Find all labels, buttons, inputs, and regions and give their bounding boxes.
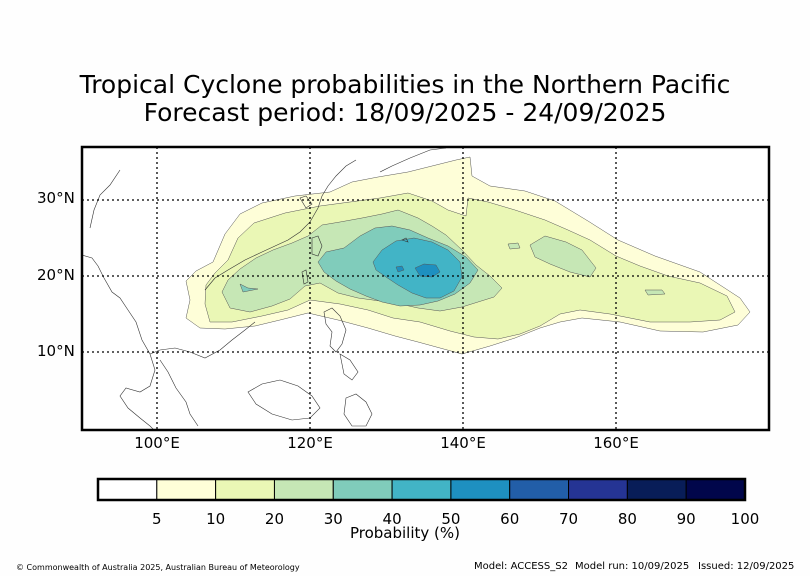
model-run-date: Model run: 10/09/2025 [575, 561, 690, 572]
colorbar-swatch [509, 478, 570, 501]
colorbar-swatch [332, 478, 393, 501]
lat-tick-label: 30°N [37, 189, 75, 207]
lon-tick-label: 140°E [440, 434, 486, 452]
lat-tick-label: 20°N [37, 266, 75, 284]
colorbar-tick-label: 100 [730, 510, 760, 528]
colorbar-tick-label: 90 [676, 510, 696, 528]
colorbar-swatch [156, 478, 217, 501]
colorbar-swatch [450, 478, 511, 501]
contour-20-percent-east [529, 235, 597, 278]
colorbar-tick-label: 20 [264, 510, 284, 528]
colorbar-tick-label: 5 [152, 510, 162, 528]
chart-title-line-2: Forecast period: 18/09/2025 - 24/09/2025 [143, 98, 667, 127]
copyright-notice: © Commonwealth of Australia 2025, Austra… [16, 563, 300, 572]
colorbar-tick-label: 50 [441, 510, 461, 528]
colorbar-tick-label: 40 [382, 510, 402, 528]
colorbar-swatch [626, 478, 687, 501]
contour-50-percent [414, 263, 441, 278]
map-frame [80, 145, 771, 432]
contour-50-percent-small [395, 265, 405, 273]
lon-tick-label: 160°E [593, 434, 639, 452]
issued-date: Issued: 12/09/2025 [698, 561, 795, 572]
contour-20-percent-islet-2 [644, 289, 666, 296]
lon-tick-label: 120°E [287, 434, 333, 452]
colorbar-title: Probability (%) [349, 524, 461, 542]
model-name: Model: ACCESS_S2 [474, 561, 568, 572]
colorbar-tick-label: 80 [617, 510, 637, 528]
colorbar [96, 477, 747, 502]
graticule [82, 147, 769, 430]
contour-20-percent-islet [507, 242, 521, 250]
colorbar-swatch [273, 478, 334, 501]
coastlines [82, 147, 447, 430]
colorbar-tick-label: 70 [558, 510, 579, 528]
contour-30-percent-islet [239, 283, 259, 293]
colorbar-tick-label: 10 [206, 510, 226, 528]
colorbar-swatch [391, 478, 452, 501]
lat-tick-label: 10°N [37, 342, 75, 360]
colorbar-swatch [685, 478, 746, 501]
colorbar-tick-label: 30 [323, 510, 343, 528]
colorbar-tick-label: 60 [500, 510, 520, 528]
colorbar-swatch [97, 478, 158, 501]
colorbar-swatch [215, 478, 275, 501]
lon-tick-label: 100°E [134, 434, 180, 452]
chart-title-line-1: Tropical Cyclone probabilities in the No… [79, 70, 731, 99]
colorbar-swatch [568, 478, 628, 501]
colorbar-frame [96, 477, 747, 502]
